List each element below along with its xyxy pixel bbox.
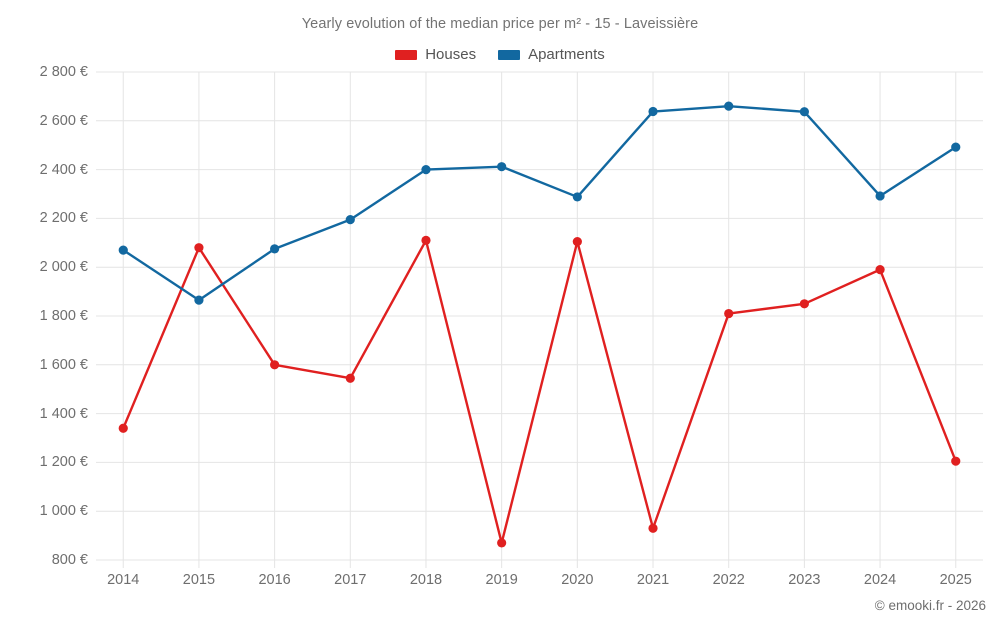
data-point-apartments-2017[interactable] [345, 215, 355, 225]
series-line-houses [122, 239, 957, 545]
y-axis-tick-label: 1 600 € [39, 356, 88, 373]
x-axis-tick-label: 2019 [485, 572, 518, 588]
data-point-apartments-2014[interactable] [118, 245, 128, 255]
data-point-houses-2025[interactable] [951, 456, 961, 466]
data-point-apartments-2015[interactable] [194, 295, 204, 305]
data-point-houses-2022[interactable] [724, 308, 734, 319]
data-point-houses-2018[interactable] [421, 235, 431, 245]
y-axis-tick-labels: 800 € 1 000 € 1 200 € 1 400 € 1 600 € 1 800 €… [0, 0, 88, 625]
series-line-apartments [122, 104, 957, 302]
data-point-apartments-2021[interactable] [648, 106, 658, 117]
data-point-houses-2019[interactable] [497, 538, 507, 548]
data-point-houses-2023[interactable] [799, 299, 809, 309]
data-point-apartments-2023[interactable] [799, 107, 809, 117]
data-point-houses-2017[interactable] [345, 373, 355, 383]
x-axis-tick-label: 2024 [863, 572, 897, 588]
data-point-houses-2016[interactable] [270, 360, 280, 370]
y-axis-tick-label: 2 200 € [39, 210, 88, 227]
x-axis-tick-label: 2022 [712, 572, 745, 588]
data-point-houses-2015[interactable] [194, 243, 204, 253]
x-axis-tick-label: 2023 [788, 572, 821, 588]
x-axis-tick-label: 2017 [334, 572, 367, 588]
x-axis-tick-label: 2014 [107, 572, 140, 588]
data-point-apartments-2016[interactable] [270, 244, 280, 254]
data-point-apartments-2020[interactable] [572, 192, 582, 202]
legend-item-houses[interactable]: Houses [395, 46, 476, 63]
x-axis-tick-label: 2018 [409, 572, 443, 588]
data-point-apartments-2025[interactable] [951, 142, 961, 152]
y-axis-tick-label: 1 400 € [39, 405, 88, 422]
data-point-houses-2014[interactable] [118, 423, 128, 433]
legend-swatch-icon [395, 49, 418, 60]
legend-item-label: Houses [425, 46, 477, 63]
y-axis-tick-label: 800 € [51, 552, 88, 568]
y-axis-tick-label: 2 000 € [39, 259, 88, 276]
data-point-apartments-2022[interactable] [724, 101, 734, 111]
y-axis-tick-label: 2 400 € [39, 161, 88, 178]
y-axis-tick-label: 2 800 € [39, 64, 88, 80]
data-point-apartments-2024[interactable] [875, 191, 885, 201]
data-point-apartments-2019[interactable] [497, 162, 507, 172]
legend-item-label: Apartments [528, 46, 605, 63]
x-axis-tick-label: 2016 [258, 572, 291, 588]
legend-swatch-icon [498, 49, 521, 60]
x-axis-tick-label: 2021 [636, 572, 670, 588]
data-point-apartments-2018[interactable] [421, 165, 431, 175]
x-axis-tick-label: 2020 [561, 572, 594, 588]
chart-legend: Houses Apartments [0, 46, 1000, 63]
legend-item-apartments[interactable]: Apartments [498, 46, 605, 63]
x-axis-tick-labels: 2014 2015 2016 2017 2018 2019 2020 2021 2022 2023… [0, 572, 1000, 596]
y-axis-tick-label: 1 200 € [39, 454, 88, 471]
y-axis-tick-label: 1 800 € [39, 308, 88, 324]
data-point-houses-2020[interactable] [572, 236, 582, 247]
data-point-houses-2021[interactable] [648, 523, 658, 533]
y-axis-tick-label: 1 000 € [39, 503, 88, 520]
x-axis-tick-label: 2015 [182, 572, 216, 588]
y-axis-tick-label: 2 600 € [39, 112, 88, 129]
data-point-houses-2024[interactable] [875, 265, 885, 275]
x-axis-tick-label: 2025 [939, 572, 972, 588]
credit-text: © emooki.fr - 2026 [874, 598, 986, 613]
page-title: Yearly evolution of the median price per… [301, 16, 699, 32]
